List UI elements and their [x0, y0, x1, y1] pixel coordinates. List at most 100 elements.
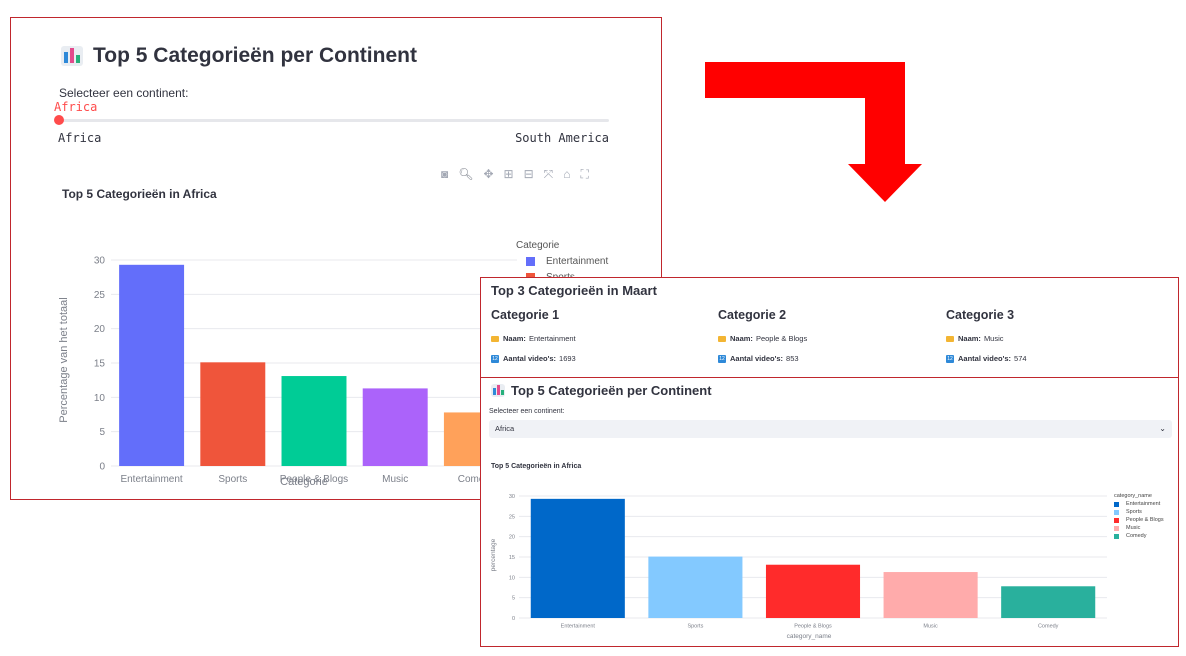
home-icon[interactable]: ⌂	[563, 167, 571, 181]
y-tick-label: 15	[94, 359, 106, 370]
y-tick-label: 15	[509, 555, 515, 561]
y-axis-label: Percentage van het totaal	[58, 297, 70, 422]
y-axis-label: percentage	[490, 538, 497, 571]
y-tick-label: 0	[99, 462, 105, 473]
x-tick-label: Music	[923, 624, 938, 630]
bar-chart-percentage: 0 5 10 15 20 25 30 Entertainment Sports People &…	[490, 494, 1107, 640]
legend-swatch	[1114, 533, 1119, 539]
continent-slider-track[interactable]	[59, 119, 609, 122]
camera-icon[interactable]: ◙	[441, 167, 449, 181]
legend-label: Comedy	[1126, 533, 1147, 539]
legend-item[interactable]: Entertainment	[526, 256, 608, 267]
fullscreen-icon[interactable]: ⛶	[580, 167, 589, 181]
chart-title: Top 5 Categorieën in Africa	[62, 187, 217, 201]
chevron-down-icon: ⌄	[1159, 424, 1166, 433]
category-title: Categorie 2	[718, 308, 787, 322]
zoom-icon[interactable]: 🔍︎	[458, 167, 474, 181]
category-card-2: Categorie 2 Naam: People & Blogs 12 Aantal…	[718, 308, 938, 363]
y-tick-label: 25	[509, 514, 515, 520]
folder-icon	[718, 335, 726, 342]
page-title-text: Top 5 Categorieën per Continent	[93, 44, 417, 67]
page-title-text: Top 5 Categorieën per Continent	[511, 383, 712, 398]
y-tick-labels: 0 5 10 15 20 25 30	[509, 494, 515, 622]
streamlit-panel-select-version: Top 5 Categorieën per Continent Selectee…	[480, 377, 1179, 647]
legend-item[interactable]: Comedy	[1114, 533, 1164, 539]
continent-slider-value: Africa	[54, 100, 98, 114]
autoscale-icon[interactable]: ⤧	[543, 167, 554, 181]
category-name: Music	[983, 334, 1004, 343]
legend-swatch	[526, 257, 535, 266]
y-tick-label: 30	[94, 256, 106, 267]
legend-item[interactable]: Sports	[1114, 509, 1164, 515]
category-count: 1693	[559, 354, 576, 363]
legend-item[interactable]: Music	[1114, 525, 1164, 531]
name-label: Naam:	[503, 334, 526, 343]
category-card-1: Categorie 1 Naam: Entertainment 12 Aantal …	[491, 308, 711, 363]
count-label: Aantal video's:	[503, 354, 557, 363]
zoom-in-icon[interactable]: ⊞	[503, 167, 514, 181]
page-title: Top 5 Categorieën per Continent	[491, 383, 712, 398]
bar-chart-percentage: 0 5 10 15 20 25 30 Entertainment Sports People &…	[58, 256, 517, 488]
chart-bars	[530, 498, 1096, 618]
legend-label: People & Blogs	[1126, 517, 1164, 523]
x-tick-label: Sports	[218, 474, 247, 485]
continent-select[interactable]: Africa ⌄	[489, 420, 1172, 438]
y-tick-label: 20	[94, 324, 106, 335]
streamlit-panel-top3: Top 3 Categorieën in Maart Categorie 1 N…	[480, 277, 1179, 378]
legend-swatch	[1114, 501, 1119, 507]
legend-label: Sports	[1126, 509, 1142, 515]
legend-label: Entertainment	[1126, 501, 1161, 507]
bar-entertainment	[530, 498, 625, 618]
category-title: Categorie 3	[946, 308, 1015, 322]
continent-slider-thumb[interactable]	[54, 115, 64, 125]
chart-modebar: ◙ 🔍︎ ✥ ⊞ ⊟ ⤧ ⌂ ⛶	[441, 167, 589, 182]
numbers-icon: 12	[946, 354, 954, 363]
bar-people-blogs	[281, 376, 347, 466]
folder-icon	[491, 335, 499, 342]
bar-music	[362, 388, 428, 466]
x-tick-label: Comedy	[1038, 624, 1059, 630]
section-title: Top 3 Categorieën in Maart	[491, 283, 657, 298]
continent-slider-label: Selecteer een continent:	[59, 86, 189, 100]
bar-entertainment	[119, 264, 185, 466]
category-name: Entertainment	[528, 334, 576, 343]
y-tick-label: 10	[509, 575, 515, 581]
y-tick-label: 5	[99, 427, 105, 438]
name-label: Naam:	[958, 334, 981, 343]
zoom-out-icon[interactable]: ⊟	[523, 167, 534, 181]
x-tick-labels: Entertainment Sports People & Blogs Music Co…	[561, 624, 1059, 630]
chart-title: Top 5 Categorieën in Africa	[491, 463, 582, 470]
category-count: 853	[786, 354, 799, 363]
chart-legend: category_name Entertainment Sports People …	[1114, 493, 1164, 539]
continent-slider-max: South America	[515, 131, 609, 145]
count-label: Aantal video's:	[730, 354, 784, 363]
count-label: Aantal video's:	[958, 354, 1012, 363]
continent-slider-min: Africa	[58, 131, 102, 145]
y-tick-label: 20	[509, 535, 515, 541]
folder-icon	[946, 335, 954, 342]
legend-item[interactable]: Entertainment	[1114, 501, 1164, 507]
pan-icon[interactable]: ✥	[483, 167, 494, 181]
legend-swatch	[1114, 509, 1119, 515]
x-axis-label: category_name	[787, 633, 832, 640]
bar-comedy	[1001, 586, 1096, 618]
red-arrow-icon	[705, 62, 922, 202]
category-title: Categorie 1	[491, 308, 560, 322]
y-tick-labels: 0 5 10 15 20 25 30	[94, 256, 106, 473]
x-tick-label: People & Blogs	[794, 624, 832, 630]
bar-music	[883, 572, 978, 618]
category-name: People & Blogs	[755, 334, 808, 343]
x-tick-label: Sports	[687, 624, 703, 630]
chart-bars	[119, 264, 509, 466]
numbers-icon: 12	[718, 354, 726, 363]
legend-item[interactable]: People & Blogs	[1114, 517, 1164, 523]
bar-chart-icon	[491, 384, 505, 397]
legend-label: Entertainment	[546, 256, 609, 267]
x-tick-label: Comedy	[458, 474, 495, 485]
y-tick-label: 25	[94, 290, 106, 301]
bar-sports	[648, 556, 743, 618]
name-label: Naam:	[730, 334, 753, 343]
continent-select-value: Africa	[495, 424, 515, 433]
bar-sports	[200, 362, 266, 466]
numbers-icon: 12	[491, 354, 499, 363]
